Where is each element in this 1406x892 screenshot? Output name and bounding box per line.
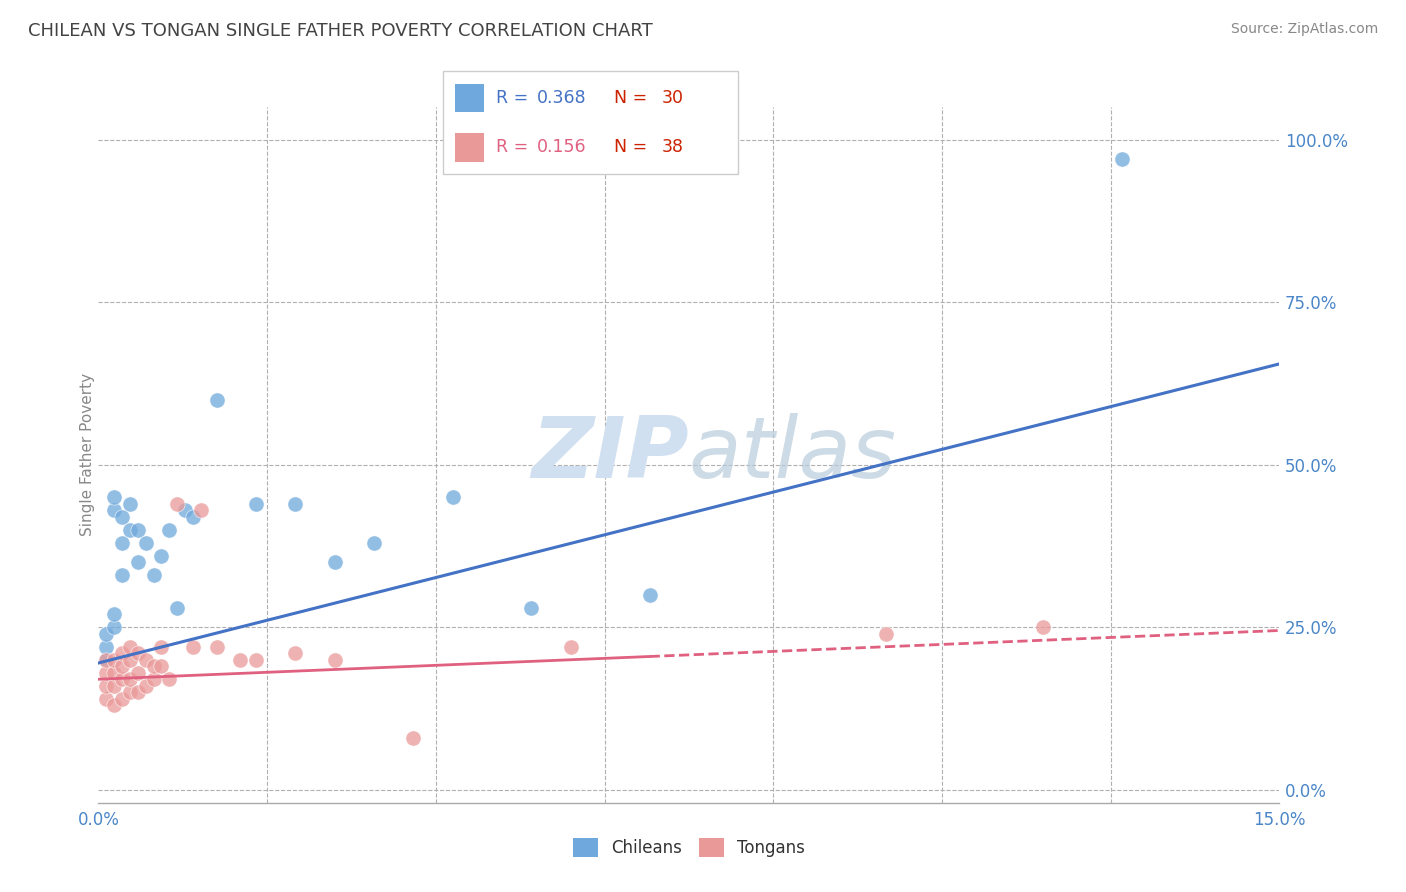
Point bbox=[103, 665, 125, 680]
Point bbox=[142, 672, 165, 686]
Point bbox=[111, 672, 134, 686]
Text: atlas: atlas bbox=[689, 413, 897, 497]
Bar bbox=[454, 84, 484, 112]
Point bbox=[135, 653, 157, 667]
Point bbox=[118, 685, 141, 699]
Point bbox=[875, 626, 897, 640]
Text: 38: 38 bbox=[661, 137, 683, 156]
Point bbox=[142, 659, 165, 673]
Point bbox=[157, 672, 180, 686]
Point bbox=[284, 497, 307, 511]
Point bbox=[166, 600, 188, 615]
Point bbox=[245, 653, 267, 667]
Point bbox=[96, 626, 118, 640]
Point bbox=[103, 503, 125, 517]
Point bbox=[127, 555, 149, 569]
Point bbox=[111, 646, 134, 660]
Point bbox=[96, 640, 118, 654]
Y-axis label: Single Father Poverty: Single Father Poverty bbox=[80, 374, 94, 536]
Point bbox=[118, 497, 141, 511]
Point bbox=[190, 503, 212, 517]
Point bbox=[96, 653, 118, 667]
Point bbox=[229, 653, 252, 667]
Point bbox=[118, 640, 141, 654]
Text: 30: 30 bbox=[661, 88, 683, 106]
Point bbox=[205, 392, 228, 407]
Bar bbox=[454, 133, 484, 161]
Point bbox=[1111, 152, 1133, 166]
Point bbox=[118, 672, 141, 686]
Point bbox=[150, 659, 173, 673]
Point bbox=[96, 665, 118, 680]
Point bbox=[127, 665, 149, 680]
Text: 0.156: 0.156 bbox=[537, 137, 586, 156]
Point bbox=[118, 523, 141, 537]
Text: N =: N = bbox=[614, 137, 652, 156]
Text: R =: R = bbox=[496, 137, 534, 156]
Point bbox=[638, 588, 661, 602]
Legend: Chileans, Tongans: Chileans, Tongans bbox=[567, 831, 811, 864]
Point bbox=[127, 646, 149, 660]
Point bbox=[111, 691, 134, 706]
Text: ZIP: ZIP bbox=[531, 413, 689, 497]
Point bbox=[520, 600, 543, 615]
Point bbox=[96, 691, 118, 706]
Point bbox=[181, 640, 204, 654]
Point bbox=[402, 731, 425, 745]
Point bbox=[135, 535, 157, 549]
Text: CHILEAN VS TONGAN SINGLE FATHER POVERTY CORRELATION CHART: CHILEAN VS TONGAN SINGLE FATHER POVERTY … bbox=[28, 22, 652, 40]
Point bbox=[142, 568, 165, 582]
Point bbox=[103, 607, 125, 622]
Point bbox=[181, 509, 204, 524]
Point bbox=[166, 497, 188, 511]
Point bbox=[111, 535, 134, 549]
Point bbox=[111, 568, 134, 582]
Point bbox=[135, 679, 157, 693]
Point bbox=[118, 653, 141, 667]
Point bbox=[127, 685, 149, 699]
Point bbox=[150, 549, 173, 563]
Text: Source: ZipAtlas.com: Source: ZipAtlas.com bbox=[1230, 22, 1378, 37]
Point bbox=[103, 679, 125, 693]
Point bbox=[441, 490, 464, 504]
Point bbox=[245, 497, 267, 511]
Point bbox=[150, 640, 173, 654]
Point bbox=[103, 620, 125, 634]
Point bbox=[560, 640, 582, 654]
Point bbox=[111, 659, 134, 673]
Point bbox=[157, 523, 180, 537]
Point bbox=[174, 503, 197, 517]
Text: R =: R = bbox=[496, 88, 534, 106]
Point bbox=[96, 653, 118, 667]
Point bbox=[284, 646, 307, 660]
Text: N =: N = bbox=[614, 88, 652, 106]
Point bbox=[127, 523, 149, 537]
Point bbox=[103, 653, 125, 667]
Point bbox=[103, 490, 125, 504]
Point bbox=[323, 555, 346, 569]
Point bbox=[323, 653, 346, 667]
FancyBboxPatch shape bbox=[443, 71, 738, 174]
Point bbox=[205, 640, 228, 654]
Point bbox=[363, 535, 385, 549]
Point bbox=[103, 698, 125, 713]
Point bbox=[111, 509, 134, 524]
Point bbox=[96, 679, 118, 693]
Point bbox=[1032, 620, 1054, 634]
Text: 0.368: 0.368 bbox=[537, 88, 586, 106]
